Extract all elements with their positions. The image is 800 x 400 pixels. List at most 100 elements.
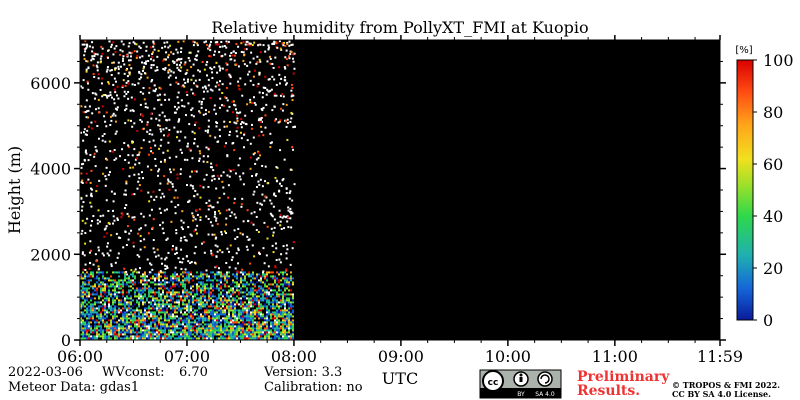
heatmap-cell bbox=[101, 135, 104, 138]
heatmap-cell bbox=[229, 130, 232, 133]
heatmap-cell bbox=[270, 313, 272, 316]
heatmap-cell bbox=[284, 56, 287, 59]
heatmap-cell bbox=[172, 283, 174, 286]
heatmap-cell bbox=[108, 277, 110, 280]
heatmap-cell bbox=[81, 219, 84, 222]
heatmap-cell bbox=[188, 123, 191, 126]
heatmap-cell bbox=[206, 43, 209, 46]
heatmap-cell bbox=[90, 273, 92, 276]
heatmap-cell bbox=[172, 273, 174, 276]
heatmap-cell bbox=[204, 337, 206, 340]
heatmap-cell bbox=[248, 313, 250, 316]
heatmap-cell bbox=[102, 94, 105, 97]
heatmap-cell bbox=[164, 321, 166, 324]
heatmap-cell bbox=[90, 194, 93, 197]
heatmap-cell bbox=[120, 212, 123, 215]
heatmap-cell bbox=[156, 331, 158, 334]
heatmap-cell bbox=[154, 323, 156, 326]
heatmap-cell bbox=[188, 299, 190, 302]
heatmap-cell bbox=[94, 325, 96, 328]
heatmap-cell bbox=[228, 311, 230, 314]
heatmap-cell bbox=[84, 277, 86, 280]
heatmap-cell bbox=[154, 303, 156, 306]
heatmap-cell bbox=[220, 301, 222, 304]
heatmap-cell bbox=[293, 67, 296, 70]
heatmap-cell bbox=[235, 111, 238, 114]
heatmap-cell bbox=[210, 252, 213, 255]
heatmap-cell bbox=[213, 233, 216, 236]
heatmap-cell bbox=[146, 258, 149, 261]
heatmap-cell bbox=[226, 301, 228, 304]
heatmap-cell bbox=[122, 289, 124, 292]
heatmap-cell bbox=[124, 277, 126, 280]
heatmap-cell bbox=[188, 315, 190, 318]
heatmap-cell bbox=[221, 83, 224, 86]
heatmap-cell bbox=[158, 119, 161, 122]
heatmap-cell bbox=[84, 309, 86, 312]
heatmap-cell bbox=[128, 51, 131, 54]
heatmap-cell bbox=[260, 325, 262, 328]
heatmap-cell bbox=[112, 285, 114, 288]
heatmap-cell bbox=[202, 297, 204, 300]
heatmap-cell bbox=[210, 331, 212, 334]
heatmap-cell bbox=[196, 327, 198, 330]
heatmap-cell bbox=[133, 216, 136, 219]
heatmap-cell bbox=[236, 319, 238, 322]
heatmap-cell bbox=[214, 277, 216, 280]
heatmap-cell bbox=[268, 301, 270, 304]
heatmap-cell bbox=[196, 291, 198, 294]
heatmap-cell bbox=[109, 150, 112, 153]
heatmap-cell bbox=[108, 279, 110, 282]
heatmap-cell bbox=[80, 209, 83, 212]
heatmap-cell bbox=[126, 315, 128, 318]
heatmap-cell bbox=[94, 301, 96, 304]
heatmap-cell bbox=[103, 235, 106, 238]
heatmap-cell bbox=[92, 311, 94, 314]
heatmap-cell bbox=[153, 84, 156, 87]
heatmap-cell bbox=[170, 337, 172, 340]
heatmap-cell bbox=[208, 289, 210, 292]
heatmap-cell bbox=[292, 299, 294, 302]
heatmap-cell bbox=[199, 111, 202, 114]
heatmap-cell bbox=[216, 41, 219, 44]
heatmap-cell bbox=[84, 325, 86, 328]
heatmap-cell bbox=[236, 315, 238, 318]
heatmap-cell bbox=[188, 317, 190, 320]
heatmap-cell bbox=[274, 305, 276, 308]
heatmap-cell bbox=[184, 305, 186, 308]
heatmap-cell bbox=[150, 55, 153, 58]
heatmap-cell bbox=[140, 331, 142, 334]
heatmap-cell bbox=[231, 54, 234, 57]
heatmap-cell bbox=[134, 317, 136, 320]
heatmap-cell bbox=[242, 283, 244, 286]
heatmap-cell bbox=[276, 271, 278, 274]
heatmap-cell bbox=[104, 305, 106, 308]
heatmap-cell bbox=[290, 307, 292, 310]
heatmap-cell bbox=[214, 331, 216, 334]
heatmap-cell bbox=[124, 273, 126, 276]
heatmap-cell bbox=[168, 331, 170, 334]
heatmap-cell bbox=[142, 311, 144, 314]
heatmap-cell bbox=[212, 325, 214, 328]
heatmap-cell bbox=[266, 182, 269, 185]
heatmap-cell bbox=[90, 205, 93, 208]
heatmap-cell bbox=[158, 319, 160, 322]
heatmap-cell bbox=[266, 309, 268, 312]
heatmap-cell bbox=[236, 126, 239, 129]
heatmap-cell bbox=[114, 315, 116, 318]
heatmap-cell bbox=[120, 327, 122, 330]
heatmap-cell bbox=[166, 317, 168, 320]
heatmap-cell bbox=[268, 331, 270, 334]
heatmap-cell bbox=[264, 323, 266, 326]
heatmap-cell bbox=[280, 297, 282, 300]
heatmap-cell bbox=[124, 337, 126, 340]
heatmap-cell bbox=[198, 307, 200, 310]
heatmap-cell bbox=[266, 293, 268, 296]
heatmap-cell bbox=[272, 293, 274, 296]
heatmap-cell bbox=[224, 96, 227, 99]
heatmap-cell bbox=[280, 327, 282, 330]
heatmap-cell bbox=[218, 317, 220, 320]
heatmap-cell bbox=[270, 295, 272, 298]
heatmap-cell bbox=[236, 283, 238, 286]
heatmap-cell bbox=[198, 331, 200, 334]
